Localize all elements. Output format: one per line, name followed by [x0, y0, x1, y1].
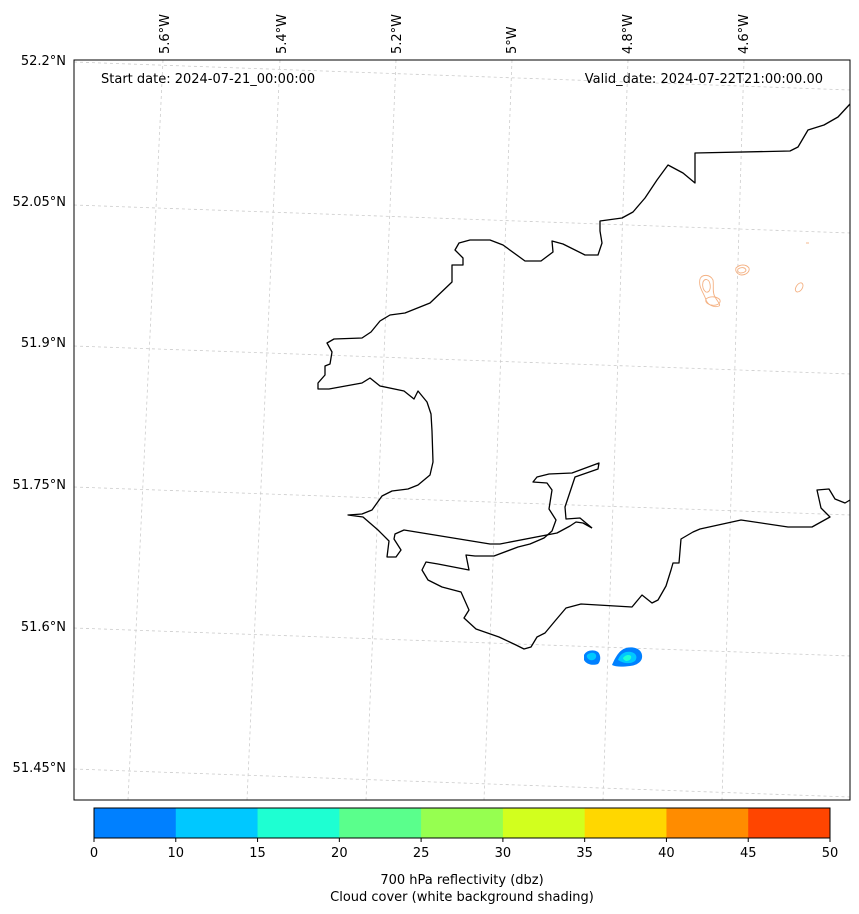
cloud-cover-contours — [699, 242, 809, 308]
cloud-patch — [794, 282, 804, 293]
cloud-patch — [699, 274, 721, 308]
colorbar-tick-label: 50 — [822, 846, 839, 861]
coastline-north — [317, 103, 851, 558]
colorbar-segment — [421, 808, 504, 838]
lon-label: 5.6°W — [158, 14, 173, 54]
lon-label: 4.8°W — [621, 14, 636, 54]
lat-label: 52.05°N — [13, 195, 66, 210]
colorbar-segment — [257, 808, 340, 838]
colorbar-segment — [502, 808, 586, 838]
colorbar-frame — [93, 807, 831, 839]
cloud-patch — [737, 267, 747, 274]
valid-date-label: Valid_date: 2024-07-22T21:00:00.00 — [585, 72, 823, 87]
cloud-patch — [705, 296, 721, 306]
colorbar-tick-label: 45 — [740, 846, 757, 861]
colorbar-segment — [175, 808, 259, 838]
reflectivity-cell-core — [586, 652, 597, 661]
colorbar-tick-label: 25 — [413, 846, 430, 861]
reflectivity-cell-core — [623, 654, 632, 661]
coastline — [317, 103, 851, 650]
lon-label: 5.4°W — [275, 14, 290, 54]
colorbar-tick-label: 0 — [90, 846, 98, 861]
colorbar-tick-label: 40 — [658, 846, 675, 861]
map-background — [74, 60, 850, 800]
coastline-estuary — [421, 462, 851, 650]
colorbar: 0 10 15 20 25 30 35 40 45 50 700 hPa reflectivity… — [90, 807, 838, 905]
colorbar-tick-label: 10 — [168, 846, 185, 861]
map-frame — [73, 59, 851, 801]
colorbar-tick-label: 30 — [495, 846, 512, 861]
lat-label: 51.9°N — [21, 336, 66, 351]
latitude-labels: 52.2°N 52.05°N 51.9°N 51.75°N 51.6°N 51.… — [13, 54, 66, 776]
cloud-patch — [735, 264, 750, 276]
lon-label: 5.2°W — [390, 14, 405, 54]
map-panel: Start date: 2024-07-21_00:00:00 Valid_da… — [73, 59, 851, 801]
lon-label: 4.6°W — [737, 14, 752, 54]
colorbar-label-line1: 700 hPa reflectivity (dbz) — [380, 873, 543, 888]
lat-label: 51.45°N — [13, 761, 66, 776]
lat-label: 52.2°N — [21, 54, 66, 69]
colorbar-segment — [584, 808, 667, 838]
lon-label: 5°W — [505, 26, 520, 54]
colorbar-segment — [339, 808, 422, 838]
colorbar-segment — [94, 808, 177, 838]
cloud-patch — [702, 279, 711, 293]
colorbar-tick-label: 20 — [331, 846, 348, 861]
colorbar-label-line2: Cloud cover (white background shading) — [330, 890, 594, 905]
colorbar-segment — [666, 808, 749, 838]
start-date-label: Start date: 2024-07-21_00:00:00 — [101, 72, 315, 87]
colorbar-tick-label: 35 — [576, 846, 593, 861]
longitude-labels: 5.6°W 5.4°W 5.2°W 5°W 4.8°W 4.6°W — [158, 14, 752, 54]
colorbar-segments — [94, 808, 831, 838]
lat-label: 51.6°N — [21, 620, 66, 635]
reflectivity-cells — [584, 647, 643, 667]
lat-label: 51.75°N — [13, 478, 66, 493]
colorbar-tick-label: 15 — [249, 846, 266, 861]
colorbar-ticks: 0 10 15 20 25 30 35 40 45 50 — [90, 838, 838, 861]
colorbar-segment — [748, 808, 831, 838]
